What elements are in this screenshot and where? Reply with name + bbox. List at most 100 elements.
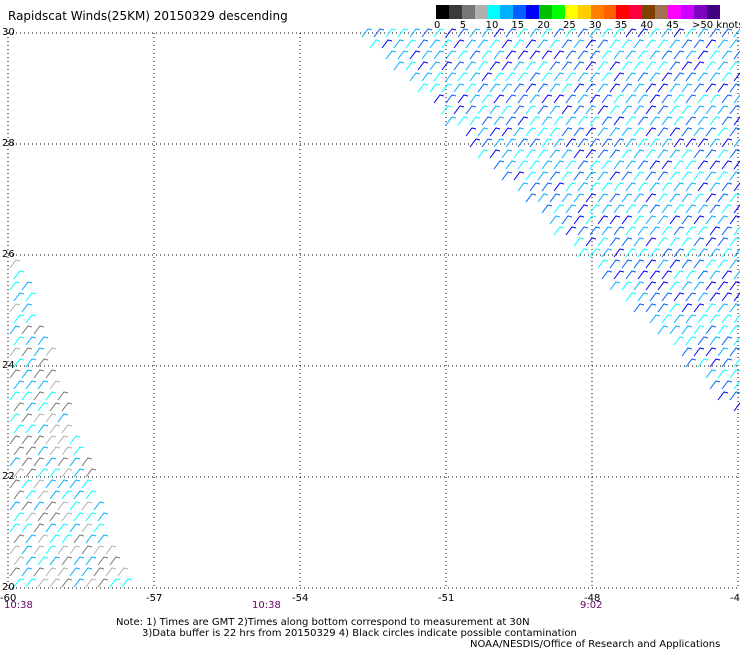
wind-barb	[577, 160, 589, 170]
wind-barb	[697, 160, 709, 170]
wind-barb	[45, 413, 57, 423]
wind-barb	[681, 303, 693, 313]
wind-barb	[573, 215, 585, 225]
note-line-3: NOAA/NESDIS/Office of Research and Appli…	[470, 639, 721, 650]
legend-label: >50 knots	[692, 20, 740, 31]
wind-barb	[9, 413, 21, 423]
wind-barb	[645, 193, 657, 203]
wind-barb	[61, 424, 73, 434]
wind-barb	[421, 50, 433, 60]
wind-barb	[705, 347, 717, 357]
wind-barb	[649, 72, 661, 82]
legend-label: 40	[640, 20, 654, 31]
wind-barb	[61, 578, 73, 588]
wind-barb	[601, 116, 613, 126]
wind-barb	[21, 567, 33, 577]
wind-barb	[697, 182, 709, 192]
wind-barb	[573, 105, 585, 115]
wind-barb	[681, 127, 693, 137]
wind-barb	[9, 545, 21, 555]
wind-barb	[21, 523, 33, 533]
wind-barb	[21, 281, 33, 291]
wind-barb	[9, 457, 21, 467]
wind-barb	[69, 545, 81, 555]
wind-barb	[649, 94, 661, 104]
wind-barb	[621, 61, 633, 71]
wind-barb	[625, 182, 637, 192]
wind-barb	[649, 50, 661, 60]
wind-barb	[469, 116, 481, 126]
wind-barb	[49, 380, 61, 390]
wind-barb	[729, 347, 740, 357]
wind-barb	[517, 138, 529, 148]
wind-barb	[685, 204, 697, 214]
wind-barb	[73, 446, 85, 456]
wind-barb	[529, 94, 541, 104]
wind-barb	[9, 523, 21, 533]
wind-barb	[549, 39, 561, 49]
wind-barb	[517, 182, 529, 192]
wind-barb	[37, 446, 49, 456]
wind-barb	[633, 127, 645, 137]
wind-barb	[633, 105, 645, 115]
wind-barb	[637, 94, 649, 104]
legend-label: 15	[511, 20, 525, 31]
wind-barb	[525, 105, 537, 115]
wind-barb	[397, 50, 409, 60]
wind-barb	[505, 50, 517, 60]
wind-barb	[81, 545, 93, 555]
wind-barb	[493, 50, 505, 60]
wind-barb	[669, 105, 681, 115]
wind-barb	[589, 28, 601, 38]
legend-label: 35	[614, 20, 628, 31]
wind-barb	[597, 61, 609, 71]
wind-barb	[697, 94, 709, 104]
legend-label: 0	[434, 20, 441, 31]
wind-barb	[25, 512, 37, 522]
wind-barb	[489, 105, 501, 115]
wind-barb	[465, 127, 477, 137]
wind-barb	[633, 259, 645, 269]
wind-barb	[49, 490, 61, 500]
wind-barb	[661, 50, 673, 60]
wind-barb	[517, 116, 529, 126]
wind-barb	[697, 314, 709, 324]
wind-barb	[649, 116, 661, 126]
wind-barb	[469, 94, 481, 104]
wind-barb	[733, 50, 740, 60]
wind-barb	[649, 314, 661, 324]
wind-barb	[565, 28, 577, 38]
note-line-1: Note: 1) Times are GMT 2)Times along bot…	[116, 617, 530, 628]
wind-barb	[657, 281, 669, 291]
wind-barb	[681, 347, 693, 357]
wind-barb	[421, 28, 433, 38]
wind-barb	[409, 72, 421, 82]
wind-barb	[589, 204, 601, 214]
wind-barb	[577, 248, 589, 258]
wind-barb	[633, 171, 645, 181]
wind-barb	[577, 72, 589, 82]
wind-barb	[637, 50, 649, 60]
wind-barb	[645, 149, 657, 159]
wind-barb	[57, 545, 69, 555]
wind-barb	[73, 578, 85, 588]
wind-barb	[669, 281, 681, 291]
lon-label: -60	[0, 593, 17, 604]
wind-barb	[705, 105, 717, 115]
wind-barb	[457, 116, 469, 126]
wind-barb	[729, 127, 740, 137]
wind-barb	[513, 105, 525, 115]
wind-barb	[33, 435, 45, 445]
wind-barb	[585, 215, 597, 225]
wind-barb	[697, 226, 709, 236]
wind-barb	[481, 28, 493, 38]
wind-barb	[729, 237, 740, 247]
wind-barb	[553, 138, 565, 148]
wind-barb	[601, 204, 613, 214]
wind-barb	[673, 28, 685, 38]
wind-barb	[109, 578, 121, 588]
wind-barb	[573, 149, 585, 159]
wind-barb	[565, 116, 577, 126]
wind-barb	[669, 237, 681, 247]
wind-barb	[429, 61, 441, 71]
